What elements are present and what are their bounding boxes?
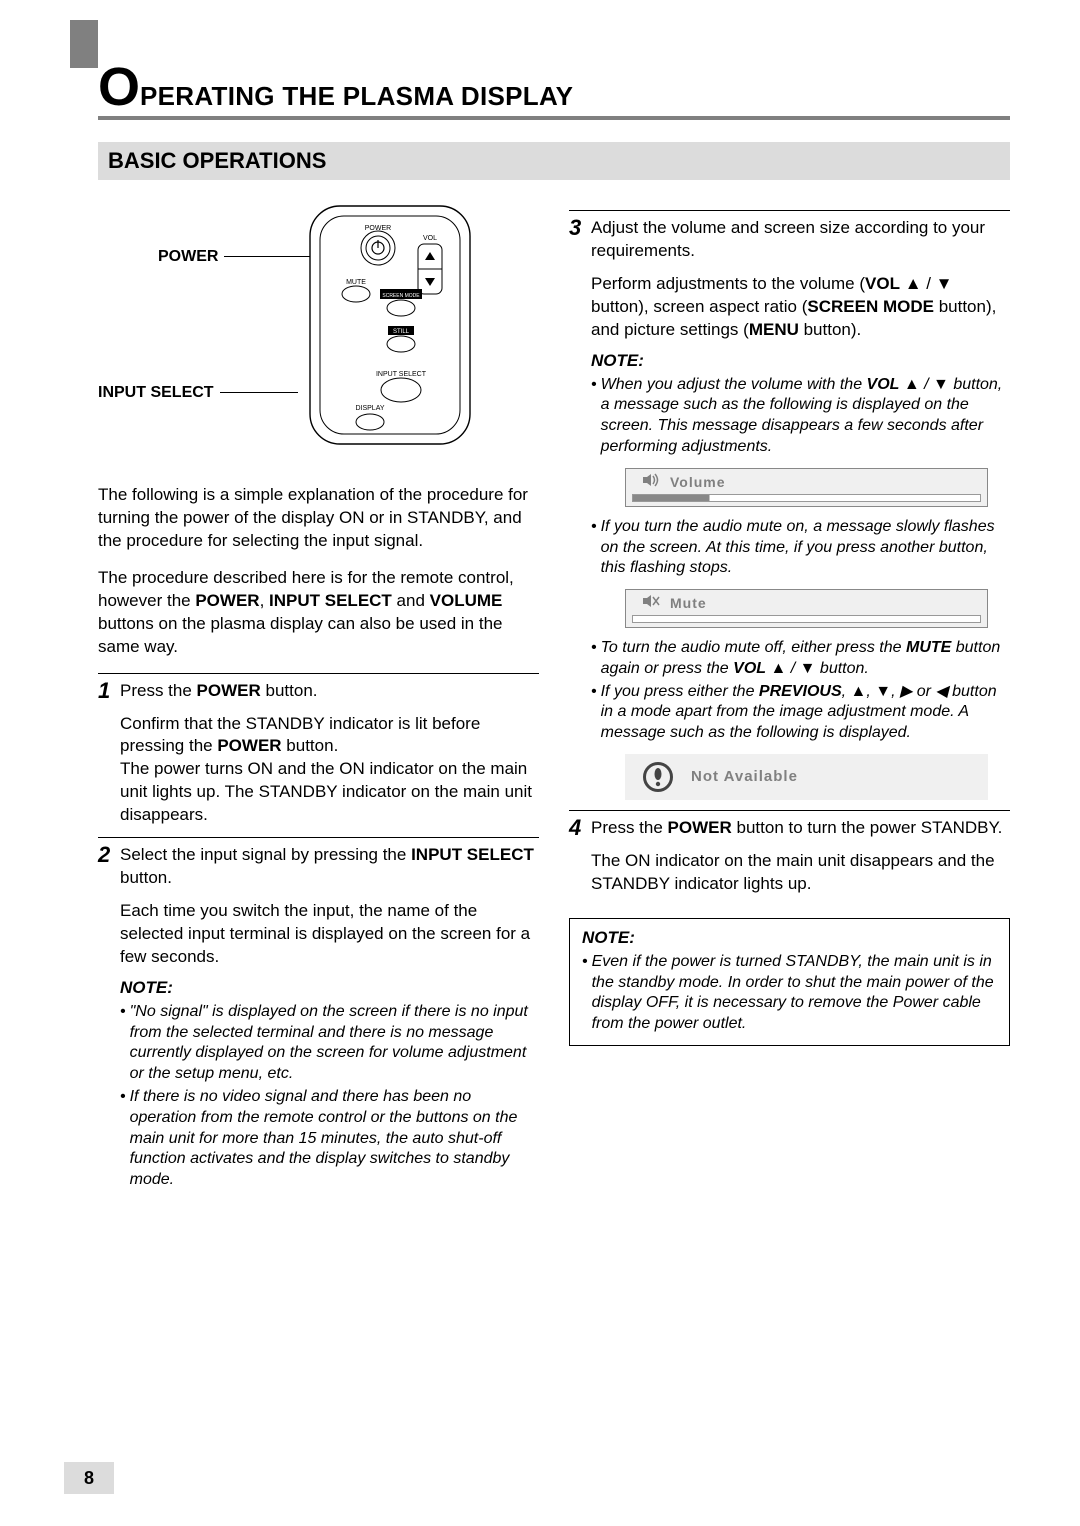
intro-p2: The procedure described here is for the …: [98, 567, 539, 659]
label-power-text: POWER: [158, 246, 218, 268]
osd-mute: Mute: [625, 589, 988, 628]
osd-mute-text: Mute: [670, 594, 707, 613]
chapter-title: OPERATING THE PLASMA DISPLAY: [98, 60, 1010, 120]
step-1-num: 1: [98, 680, 114, 702]
step-3-note-1: • When you adjust the volume with the VO…: [591, 375, 1010, 458]
left-column: POWER INPUT SELECT POWER: [98, 200, 539, 1191]
label-input-select: INPUT SELECT: [98, 382, 298, 404]
intro-p1: The following is a simple explanation of…: [98, 484, 539, 553]
svg-text:VOL: VOL: [423, 235, 437, 242]
step-4-line: Press the POWER button to turn the power…: [591, 817, 1010, 840]
step-3: 3 Adjust the volume and screen size acco…: [569, 210, 1010, 458]
step-1: 1 Press the POWER button. Confirm that t…: [98, 673, 539, 828]
step-3-note-head: NOTE:: [591, 350, 1010, 373]
mute-icon: [642, 594, 660, 613]
step-2-note-2: •If there is no video signal and there h…: [120, 1087, 539, 1191]
step-3-note-3: • To turn the audio mute off, either pre…: [591, 638, 1010, 680]
note-box-head: NOTE:: [582, 927, 997, 950]
section-title: BASIC OPERATIONS: [98, 142, 1010, 180]
step-2-num: 2: [98, 844, 114, 866]
svg-text:STILL: STILL: [393, 329, 410, 335]
svg-text:INPUT SELECT: INPUT SELECT: [376, 371, 427, 378]
osd-mute-bar: [632, 615, 981, 623]
alert-icon: [643, 762, 673, 792]
step-3-num: 3: [569, 217, 585, 239]
note-box-text: •Even if the power is turned STANDBY, th…: [582, 952, 997, 1035]
right-column: 3 Adjust the volume and screen size acco…: [569, 200, 1010, 1191]
speaker-icon: [642, 473, 660, 492]
osd-volume-bar: [632, 494, 981, 502]
svg-text:DISPLAY: DISPLAY: [355, 405, 384, 412]
step-2-note-1: •"No signal" is displayed on the screen …: [120, 1002, 539, 1085]
remote-svg: POWER VOL MUTE: [298, 200, 488, 450]
label-input-select-text: INPUT SELECT: [98, 382, 214, 404]
svg-text:MUTE: MUTE: [346, 279, 366, 286]
step-3-line: Adjust the volume and screen size accord…: [591, 217, 1010, 263]
note-box: NOTE: •Even if the power is turned STAND…: [569, 918, 1010, 1046]
step-1-line: Press the POWER button.: [120, 680, 539, 703]
svg-text:SCREEN MODE: SCREEN MODE: [382, 293, 420, 299]
step-3-note-2: •If you turn the audio mute on, a messag…: [591, 517, 1010, 579]
step-2-note-head: NOTE:: [120, 977, 539, 1000]
step-3-note-4: • If you press either the PREVIOUS, ▲, ▼…: [591, 682, 1010, 744]
side-tab: [70, 20, 98, 68]
step-1-sub: Confirm that the STANDBY indicator is li…: [120, 713, 539, 828]
step-4-sub: The ON indicator on the main unit disapp…: [591, 850, 1010, 896]
osd-volume-text: Volume: [670, 473, 726, 492]
chapter-rest: PERATING THE PLASMA DISPLAY: [140, 81, 573, 111]
step-2: 2 Select the input signal by pressing th…: [98, 837, 539, 1191]
step-4: 4 Press the POWER button to turn the pow…: [569, 810, 1010, 896]
remote-diagram: POWER INPUT SELECT POWER: [98, 200, 539, 460]
step-3-sub: Perform adjustments to the volume (VOL ▲…: [591, 273, 1010, 342]
osd-volume: Volume: [625, 468, 988, 507]
step-4-num: 4: [569, 817, 585, 839]
chapter-big-letter: O: [98, 60, 140, 114]
step-2-sub: Each time you switch the input, the name…: [120, 900, 539, 969]
osd-not-available-text: Not Available: [691, 767, 798, 787]
step-2-line: Select the input signal by pressing the …: [120, 844, 539, 890]
page-number: 8: [64, 1462, 114, 1494]
osd-not-available: Not Available: [625, 754, 988, 800]
